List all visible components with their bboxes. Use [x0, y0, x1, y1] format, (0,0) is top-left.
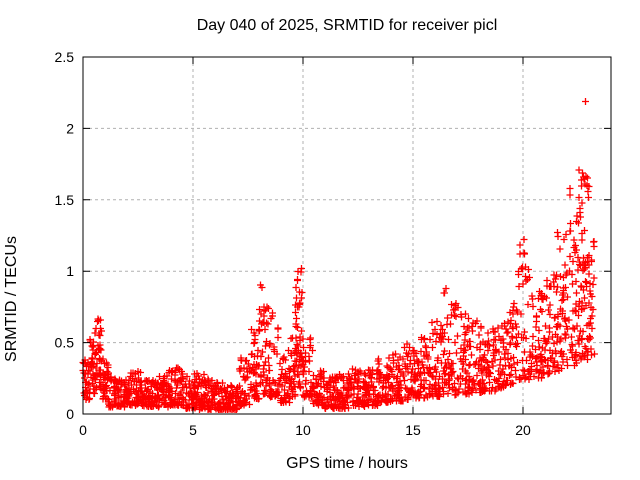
y-tick-label: 1.5	[55, 192, 75, 208]
x-tick-label: 10	[295, 422, 311, 438]
plot-border	[82, 56, 612, 415]
x-axis-label: GPS time / hours	[286, 455, 408, 472]
x-tick-label: 0	[79, 422, 87, 438]
x-tick-label: 20	[515, 422, 531, 438]
grid-lines	[83, 57, 611, 414]
y-tick-label: 2.5	[55, 49, 75, 65]
axis-tick-marks	[82, 56, 611, 415]
data-points-srmtid	[79, 98, 598, 413]
y-tick-label: 0	[66, 406, 74, 422]
x-tick-label: 15	[405, 422, 421, 438]
x-tick-label: 5	[189, 422, 197, 438]
y-tick-label: 1	[66, 263, 74, 279]
y-tick-label: 0.5	[55, 335, 75, 351]
chart-title: Day 040 of 2025, SRMTID for receiver pic…	[196, 17, 498, 34]
y-axis-label-text: SRMTID / TECUs	[3, 236, 20, 362]
y-tick-label: 2	[66, 120, 74, 136]
